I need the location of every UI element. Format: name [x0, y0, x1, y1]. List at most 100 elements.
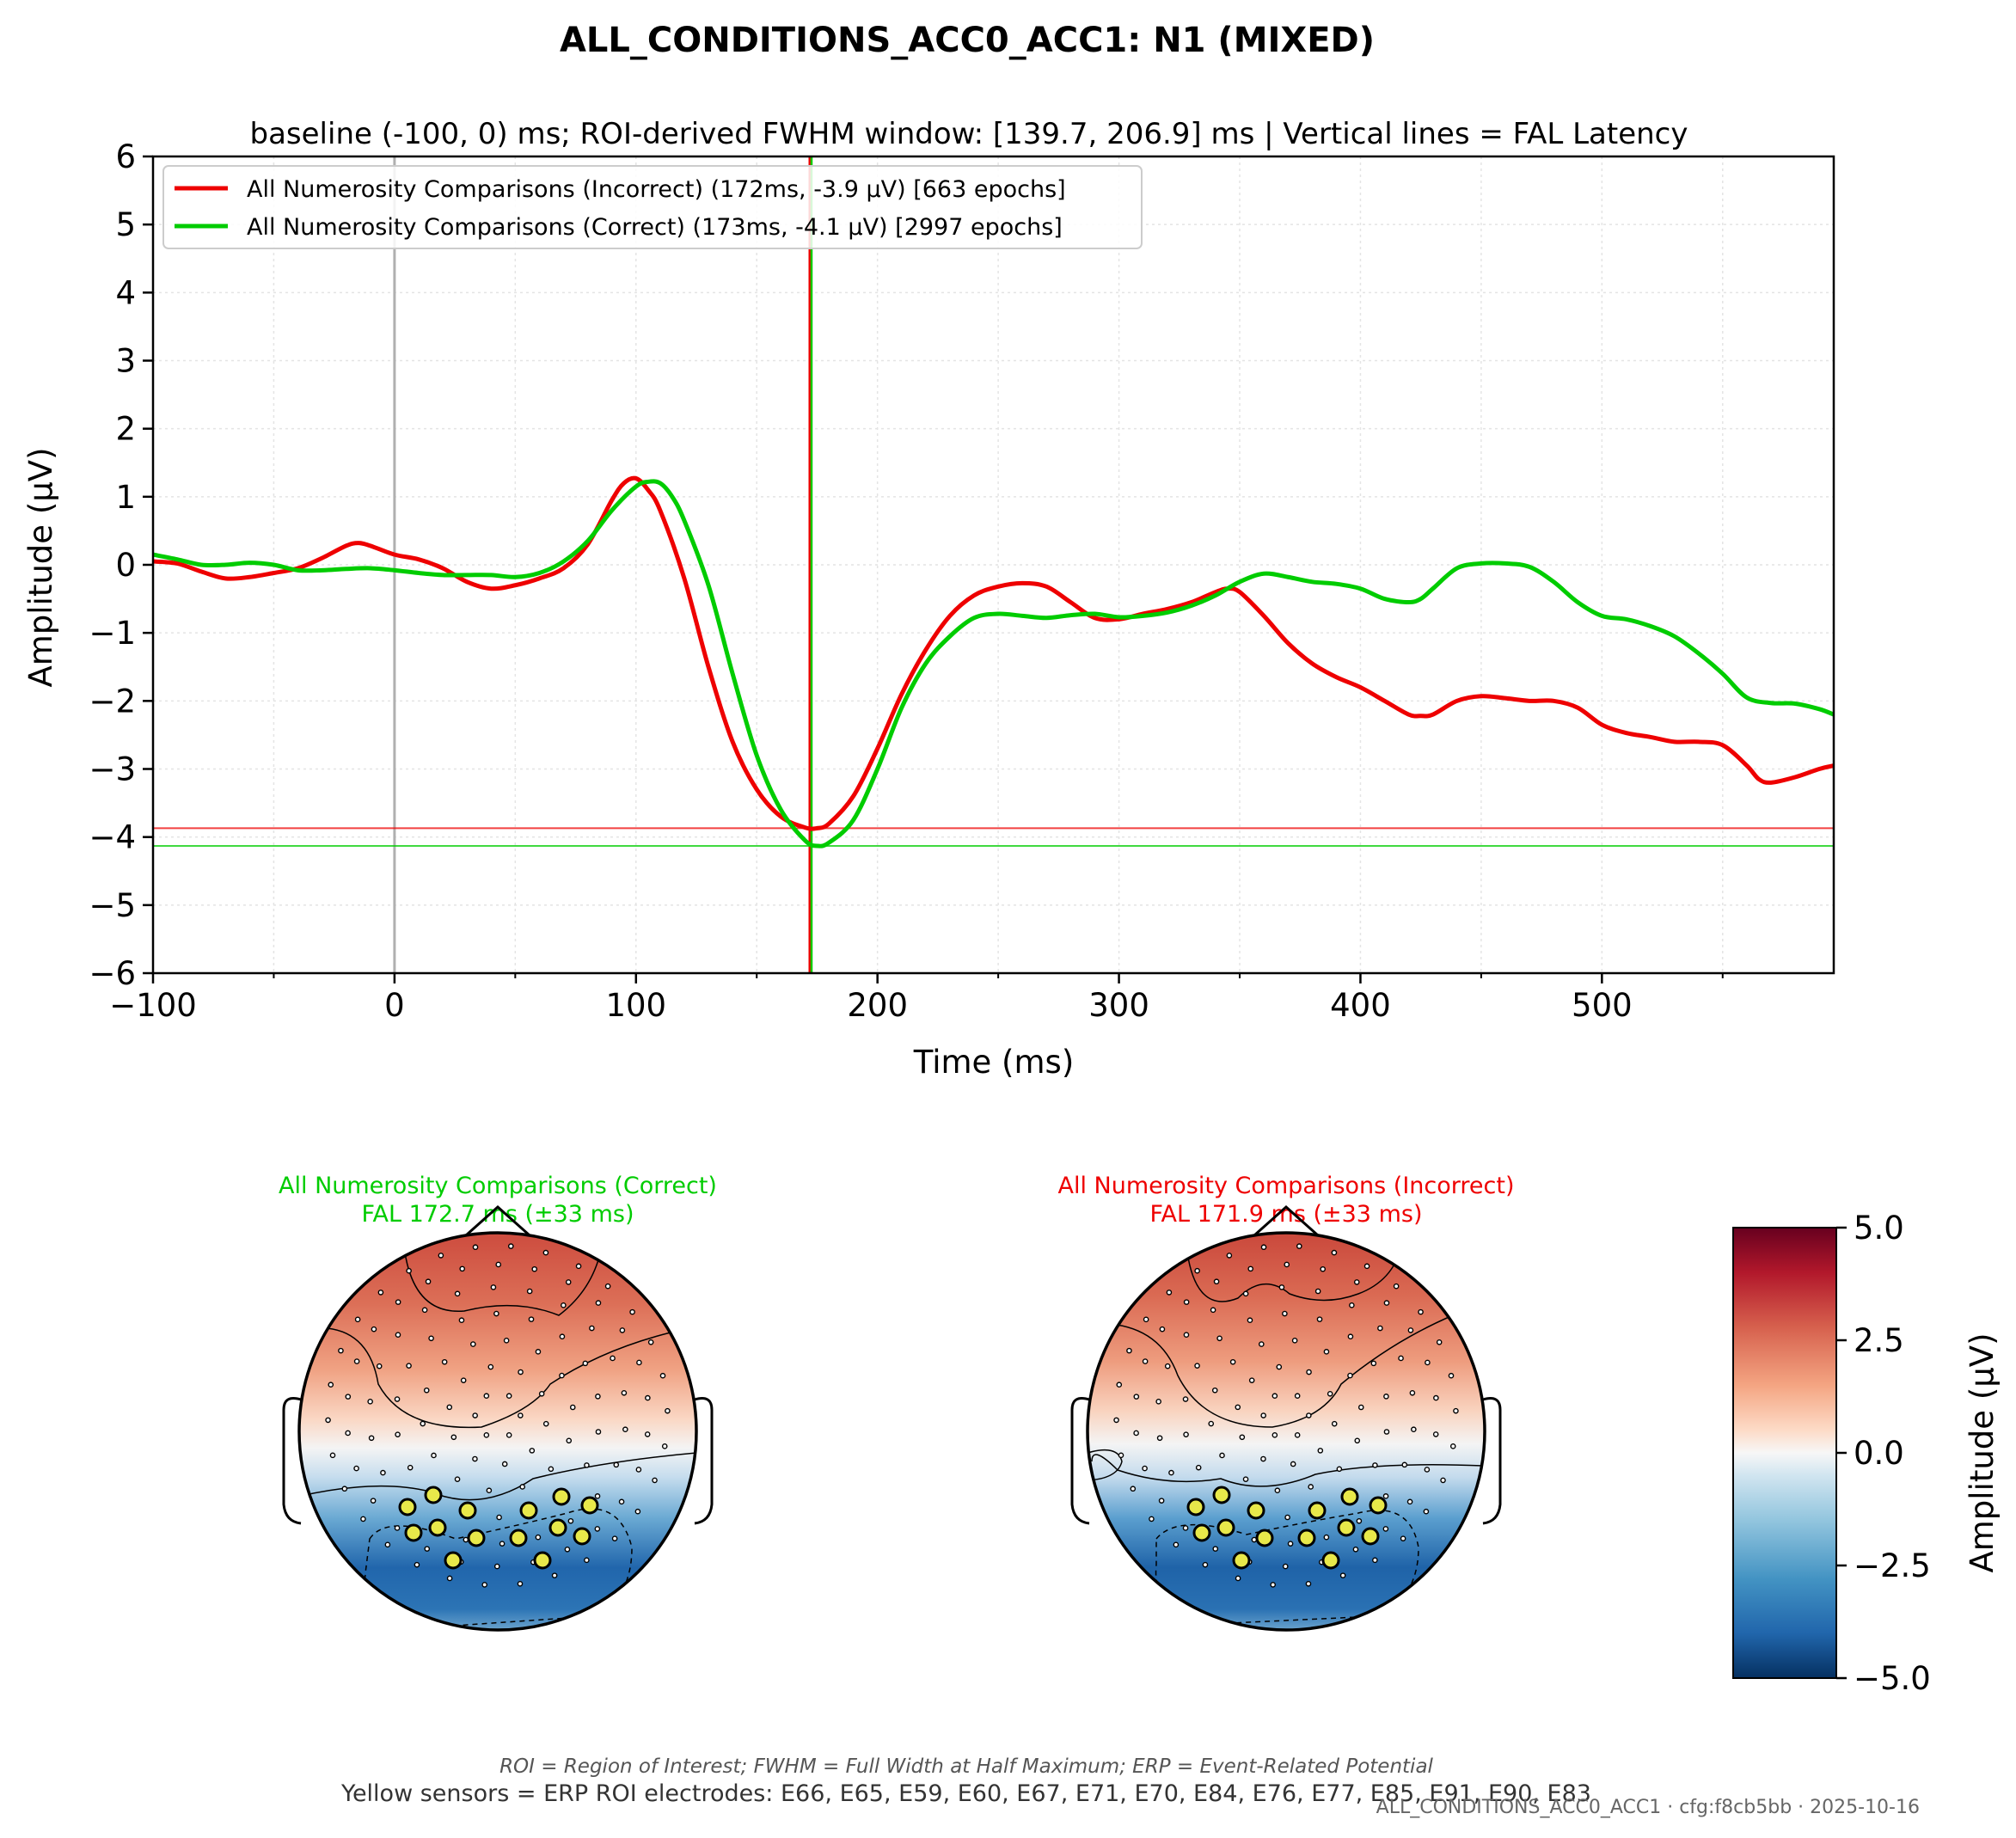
legend-frame [162, 165, 1143, 249]
topomap-incorrect: All Numerosity Comparisons (Incorrect) F… [1057, 1173, 1515, 1632]
sensor-dot [1219, 1452, 1225, 1459]
roi-sensor-marker [1186, 1498, 1205, 1516]
roi-sensor-marker [1308, 1501, 1327, 1520]
sensor-dot [506, 1393, 512, 1400]
sensor-dot [619, 1327, 626, 1333]
sensor-dot [1168, 1469, 1174, 1476]
y-tick-label: −5 [89, 887, 136, 924]
colorbar-tick-label: −2.5 [1854, 1547, 1931, 1584]
footer-abbreviations-note: ROI = Region of Interest; FWHM = Full Wi… [499, 1755, 1433, 1778]
sensor-dot [1305, 1581, 1312, 1587]
sensor-dot [394, 1525, 401, 1531]
sensor-dot [1183, 1299, 1190, 1305]
y-tick-label: 6 [115, 138, 136, 175]
sensor-dot [1327, 1390, 1333, 1397]
roi-sensor-marker [1247, 1501, 1265, 1520]
sensor-dot [652, 1477, 658, 1484]
sensor-dot [1372, 1557, 1378, 1564]
sensor-dot [1400, 1535, 1406, 1541]
contour-line [326, 1327, 671, 1429]
sensor-dot [1448, 1372, 1455, 1379]
sensor-dot [1409, 1389, 1416, 1396]
roi-sensor-marker [1340, 1487, 1359, 1506]
sensor-dot [519, 1484, 526, 1490]
sensor-dot [665, 1407, 671, 1414]
sensor-dot [353, 1465, 359, 1472]
sensor-dot [542, 1249, 549, 1256]
sensor-dot [1235, 1575, 1241, 1582]
roi-sensor-layer [1186, 1486, 1388, 1570]
contour-line [403, 1246, 603, 1316]
sensor-dot [1331, 1420, 1338, 1427]
sensor-dot [507, 1243, 514, 1249]
sensor-dot [1432, 1431, 1439, 1437]
sensor-dot [1401, 1461, 1408, 1468]
series-line-correct [153, 479, 1834, 849]
erp-line-chart: −100 0 100 200 300 400 500 6 5 4 3 2 1 0 −1 −2 −3 −4 −5 −6… [22, 138, 1835, 1081]
sensor-dot [367, 1399, 373, 1405]
sensor-dot [595, 1300, 602, 1306]
sensor-dot [559, 1333, 566, 1340]
sensor-dot [1156, 1435, 1163, 1442]
topomap-correct-title-line2: FAL 172.7 ms (±33 ms) [362, 1201, 634, 1228]
fal-reference-lines [153, 156, 1834, 973]
scalp-field-map [299, 1233, 696, 1630]
sensor-dot [1352, 1547, 1359, 1553]
sensor-dot [659, 1372, 666, 1379]
head-outline [297, 1231, 698, 1632]
roi-sensor-marker [404, 1523, 423, 1542]
legend-label-correct: All Numerosity Comparisons (Correct) (17… [247, 214, 1063, 241]
sensor-dot [394, 1396, 401, 1402]
contour-line [1186, 1246, 1402, 1302]
y-tick-label: −1 [89, 615, 136, 652]
sensor-dot [1226, 1253, 1233, 1259]
sensor-dot [1142, 1465, 1148, 1472]
sensor-dot [1353, 1279, 1360, 1285]
x-tick-label: 300 [1088, 987, 1149, 1024]
sensor-dot [423, 1387, 430, 1394]
sensor-dot [329, 1452, 336, 1459]
roi-sensor-marker [552, 1487, 571, 1506]
sensor-dot [354, 1316, 361, 1323]
sensor-dot [395, 1299, 401, 1305]
sensor-dot [1406, 1498, 1413, 1505]
sensor-dot [595, 1429, 602, 1435]
sensor-dot [1433, 1394, 1439, 1401]
sensor-dot [1306, 1412, 1312, 1418]
sensor-dot [1436, 1339, 1443, 1345]
sensor-dot [1282, 1563, 1289, 1570]
sensor-dot [526, 1288, 533, 1295]
sensor-dot [360, 1516, 366, 1522]
contour-line-negative [1155, 1510, 1419, 1626]
sensor-dot [1116, 1382, 1123, 1388]
sensor-dot [501, 1461, 508, 1467]
sensor-dot [1235, 1404, 1241, 1411]
sensor-dot [1210, 1307, 1216, 1314]
sensor-dot [376, 1363, 383, 1369]
sensor-dot [1271, 1432, 1278, 1438]
y-tick-label: 2 [115, 411, 136, 448]
nose-shape [457, 1204, 538, 1244]
y-tick-label: 1 [115, 479, 136, 516]
sensor-dot [325, 1417, 331, 1424]
sensor-dot [1296, 1243, 1302, 1249]
roi-sensor-marker [533, 1551, 552, 1570]
sensor-dot [487, 1363, 494, 1370]
roi-sensor-marker [573, 1527, 591, 1546]
sensor-dot [518, 1369, 524, 1375]
sensor-dot [1372, 1462, 1378, 1468]
sensor-dot [441, 1358, 448, 1365]
roi-sensor-marker [1216, 1518, 1235, 1537]
sensor-dot [446, 1404, 453, 1411]
sensor-dot [1294, 1393, 1301, 1400]
sensor-dot [1357, 1404, 1364, 1411]
sensor-dot [1211, 1387, 1218, 1394]
sensor-dot [1270, 1582, 1277, 1588]
sensor-dot [629, 1308, 635, 1315]
sensor-dot [338, 1347, 344, 1354]
sensor-dot [1370, 1360, 1377, 1367]
sensor-dot [567, 1517, 574, 1524]
topomap-correct-title-line1: All Numerosity Comparisons (Correct) [279, 1173, 717, 1199]
sensor-dot [1317, 1448, 1324, 1454]
roi-sensor-marker [1297, 1529, 1316, 1547]
